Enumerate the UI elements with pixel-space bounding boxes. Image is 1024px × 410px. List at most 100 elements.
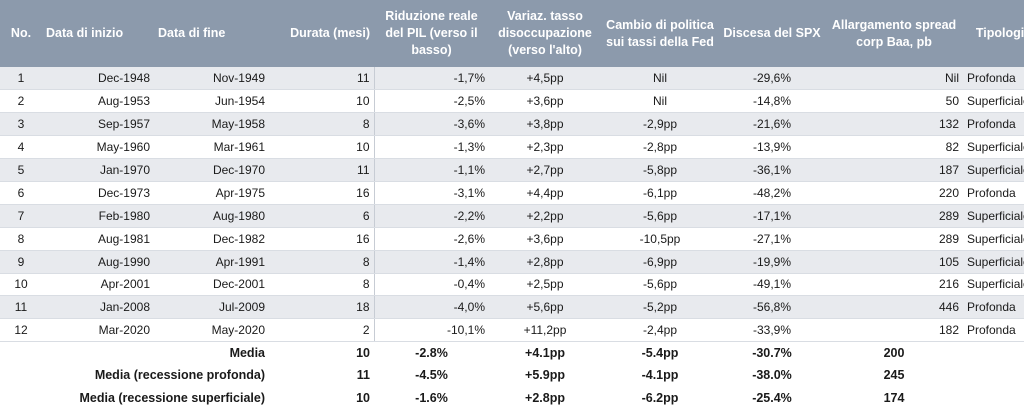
cell-unemployment: +3,6pp	[489, 89, 601, 114]
table-row: 8 Aug-1981 Dec-1982 16 -2,6% +3,6pp -10,5pp -27…	[0, 227, 1024, 251]
summary-duration: 10	[269, 341, 374, 365]
cell-spread: 182	[825, 318, 963, 343]
header-unemployment: Variaz. tasso disoccupazione (verso l'al…	[498, 9, 592, 57]
cell-duration: 16	[269, 227, 375, 251]
header-spread: Allargamento spread corp Baa, pb	[831, 17, 957, 49]
cell-spx: -19,9%	[719, 250, 825, 274]
summary-duration: 11	[356, 368, 370, 383]
cell-duration: 10	[269, 135, 375, 160]
cell-unemployment: +4,4pp	[489, 181, 601, 205]
summary-spx: -38.0%	[752, 368, 792, 383]
cell-type: Superficiale	[963, 89, 1024, 114]
cell-end-date: Mar-1961	[154, 135, 269, 160]
cell-type: Superficiale	[963, 204, 1024, 228]
header-spx: Discesa del SPX	[723, 26, 821, 40]
cell-spread: 187	[825, 158, 963, 182]
header-gdp: Riduzione reale del PIL (verso il basso)	[385, 9, 478, 57]
cell-spread: 289	[825, 204, 963, 228]
cell-no: 12	[0, 318, 42, 343]
cell-spread: 220	[825, 181, 963, 205]
table-row: 2 Aug-1953 Jun-1954 10 -2,5% +3,6pp Nil -14,8% 5…	[0, 89, 1024, 114]
cell-end-date: Nov-1949	[154, 67, 269, 91]
cell-duration: 8	[269, 112, 375, 137]
cell-end-date: Aug-1980	[154, 204, 269, 228]
cell-fed: -10,5pp	[601, 227, 719, 251]
table-row: 5 Jan-1970 Dec-1970 11 -1,1% +2,7pp -5,8pp -36,…	[0, 158, 1024, 182]
cell-duration: 8	[269, 273, 375, 297]
cell-fed: -5,8pp	[601, 158, 719, 182]
cell-no: 3	[0, 112, 42, 137]
cell-spx: -33,9%	[719, 318, 825, 343]
cell-gdp: -1,7%	[374, 67, 489, 91]
summary-spread: 200	[825, 341, 963, 365]
summary-label: Media (recessione profonda)	[94, 368, 265, 383]
summary-spread: 174	[883, 390, 905, 405]
cell-start-date: Feb-1980	[42, 204, 154, 228]
header-duration: Durata (mesi)	[290, 26, 370, 40]
cell-start-date: Dec-1973	[42, 181, 154, 205]
cell-fed: -6,9pp	[601, 250, 719, 274]
cell-end-date: Dec-2001	[154, 273, 269, 297]
summary-spx: -30.7%	[719, 341, 825, 365]
cell-type: Superficiale	[963, 227, 1024, 251]
cell-start-date: Mar-2020	[42, 318, 154, 343]
cell-start-date: Aug-1981	[42, 227, 154, 251]
cell-spread: 132	[825, 112, 963, 137]
cell-unemployment: +2,5pp	[489, 273, 601, 297]
cell-unemployment: +4,5pp	[489, 67, 601, 91]
summary-row: Media (recessione superficiale) 10 -1.6% +2…	[0, 386, 1024, 410]
table-row: 6 Dec-1973 Apr-1975 16 -3,1% +4,4pp -6,1pp -48,…	[0, 181, 1024, 205]
cell-duration: 18	[269, 295, 375, 320]
cell-gdp: -1,3%	[374, 135, 489, 160]
cell-fed: Nil	[601, 89, 719, 114]
cell-spx: -29,6%	[719, 67, 825, 91]
cell-spread: 105	[825, 250, 963, 274]
cell-start-date: Jan-1970	[42, 158, 154, 182]
cell-spread: 82	[825, 135, 963, 160]
cell-spread: 216	[825, 273, 963, 297]
summary-fed: -5.4pp	[601, 341, 719, 365]
cell-start-date: Aug-1990	[42, 250, 154, 274]
summary-fed: -4.1pp	[641, 368, 679, 383]
cell-duration: 6	[269, 204, 375, 228]
header-start-date: Data di inizio	[46, 26, 124, 40]
cell-end-date: Apr-1991	[154, 250, 269, 274]
cell-no: 8	[0, 227, 42, 251]
cell-end-date: Apr-1975	[154, 181, 269, 205]
cell-gdp: -3,1%	[374, 181, 489, 205]
cell-start-date: Aug-1953	[42, 89, 154, 114]
cell-spx: -49,1%	[719, 273, 825, 297]
cell-type: Profonda	[963, 181, 1024, 205]
cell-spx: -48,2%	[719, 181, 825, 205]
cell-duration: 8	[269, 250, 375, 274]
cell-gdp: -2,6%	[374, 227, 489, 251]
cell-duration: 11	[269, 67, 375, 91]
cell-end-date: May-1958	[154, 112, 269, 137]
summary-spread: 245	[883, 368, 905, 383]
cell-fed: -2,8pp	[601, 135, 719, 160]
cell-no: 7	[0, 204, 42, 228]
table-row: 3 Sep-1957 May-1958 8 -3,6% +3,8pp -2,9pp -21,6…	[0, 112, 1024, 137]
cell-fed: -5,6pp	[601, 204, 719, 228]
summary-empty-cell	[963, 341, 1024, 365]
cell-unemployment: +2,8pp	[489, 250, 601, 274]
table-row: 1 Dec-1948 Nov-1949 11 -1,7% +4,5pp Nil -29,6% N…	[0, 67, 1024, 91]
cell-start-date: Dec-1948	[42, 67, 154, 91]
cell-spx: -27,1%	[719, 227, 825, 251]
cell-type: Profonda	[963, 318, 1024, 343]
table-row: 9 Aug-1990 Apr-1991 8 -1,4% +2,8pp -6,9pp -19,9…	[0, 250, 1024, 274]
table-row: 11 Jan-2008 Jul-2009 18 -4,0% +5,6pp -5,2pp -56…	[0, 295, 1024, 320]
cell-spx: -14,8%	[719, 89, 825, 114]
cell-spread: 289	[825, 227, 963, 251]
cell-gdp: -10,1%	[374, 318, 489, 343]
cell-gdp: -3,6%	[374, 112, 489, 137]
cell-spx: -17,1%	[719, 204, 825, 228]
summary-unemployment: +5.9pp	[525, 368, 565, 383]
summary-label: Media	[0, 341, 269, 365]
cell-type: Profonda	[963, 112, 1024, 137]
cell-end-date: Jun-1954	[154, 89, 269, 114]
summary-gdp: -2.8%	[374, 341, 489, 365]
cell-no: 4	[0, 135, 42, 160]
summary-row: Media 10 -2.8% +4.1pp -5.4pp -30.7% 200	[0, 341, 1024, 365]
cell-spx: -13,9%	[719, 135, 825, 160]
